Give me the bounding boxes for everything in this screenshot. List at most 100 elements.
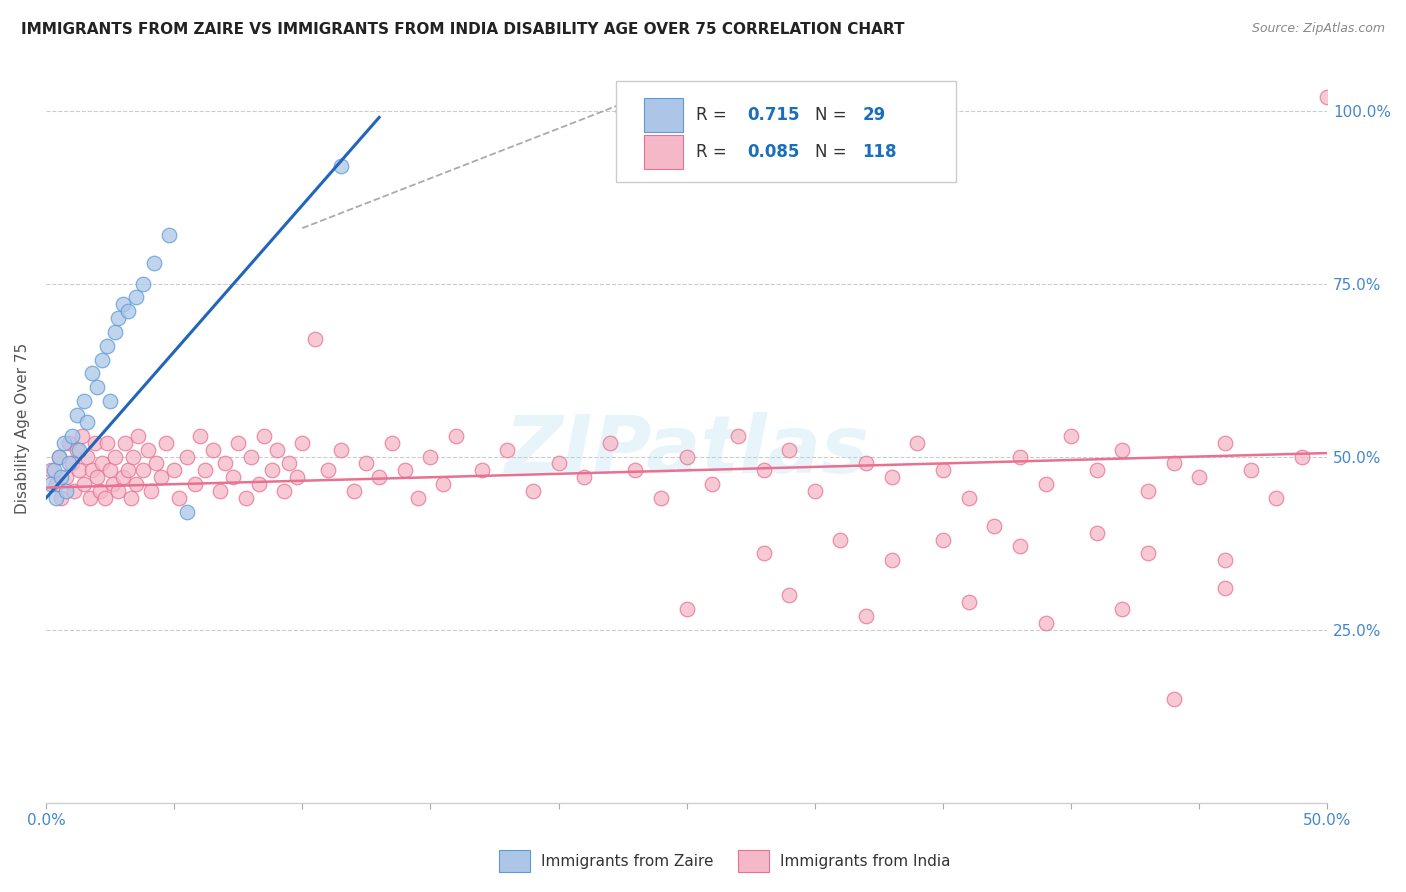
Point [45,491,67,505]
Point [98,394,121,409]
Point [1188,470,1211,484]
Point [1111,442,1133,457]
Point [1035,477,1057,491]
Point [201,442,224,457]
Point [1137,546,1160,560]
Point [91,457,114,471]
Point [150,470,173,484]
Point [214,457,236,471]
Point [830,533,852,547]
Point [1291,450,1313,464]
Point [79,491,101,505]
Point [104,450,127,464]
Point [599,435,621,450]
Point [612,103,634,118]
Point [51,470,73,484]
Point [73,394,96,409]
Point [188,429,211,443]
Point [86,380,108,394]
Point [278,457,301,471]
Point [132,463,155,477]
Point [285,470,308,484]
Text: ZIPatlas: ZIPatlas [505,412,869,491]
Point [572,470,595,484]
Point [117,463,139,477]
Point [120,491,142,505]
Point [329,442,352,457]
Point [194,463,217,477]
Point [702,477,724,491]
Point [42,463,65,477]
Text: N =: N = [815,144,852,161]
Point [111,470,134,484]
Point [63,484,86,499]
Point [381,435,404,450]
Point [138,442,160,457]
Point [114,435,136,450]
Point [316,463,339,477]
Point [522,484,544,499]
Point [1316,89,1339,103]
Point [124,290,146,304]
Point [76,450,98,464]
Y-axis label: Disability Age Over 75: Disability Age Over 75 [15,343,30,515]
Point [291,435,314,450]
Point [117,304,139,318]
Point [139,484,162,499]
Point [48,450,70,464]
Point [1111,601,1133,615]
Text: 0.715: 0.715 [747,106,800,124]
Point [51,491,73,505]
Point [89,484,111,499]
Text: R =: R = [696,106,731,124]
Point [240,450,263,464]
Point [70,429,93,443]
Point [55,484,77,499]
Point [752,546,775,560]
Point [101,477,124,491]
Point [48,450,70,464]
Text: 0.085: 0.085 [747,144,800,161]
Point [880,553,903,567]
Point [111,297,134,311]
Point [496,442,519,457]
Point [96,435,118,450]
Point [163,463,186,477]
Point [1035,615,1057,630]
Point [778,442,800,457]
Point [650,491,672,505]
Point [1085,463,1108,477]
Point [127,429,149,443]
Point [957,595,980,609]
Point [209,484,232,499]
Point [66,442,89,457]
Text: Immigrants from India: Immigrants from India [780,854,950,869]
Point [91,352,114,367]
Point [58,457,80,471]
Point [96,339,118,353]
Point [83,435,105,450]
Point [1213,581,1236,595]
Point [957,491,980,505]
Point [167,491,190,505]
Point [983,518,1005,533]
Point [778,588,800,602]
Point [727,429,749,443]
Point [124,477,146,491]
Point [304,332,326,346]
Point [67,463,90,477]
Point [1137,484,1160,499]
Bar [644,98,683,132]
Point [342,484,364,499]
Point [82,463,104,477]
Point [253,429,276,443]
Point [356,457,378,471]
Point [60,429,83,443]
Point [107,311,129,326]
Point [1213,435,1236,450]
Point [122,450,145,464]
FancyBboxPatch shape [616,81,956,182]
Point [247,477,270,491]
Point [73,477,96,491]
Point [82,367,104,381]
